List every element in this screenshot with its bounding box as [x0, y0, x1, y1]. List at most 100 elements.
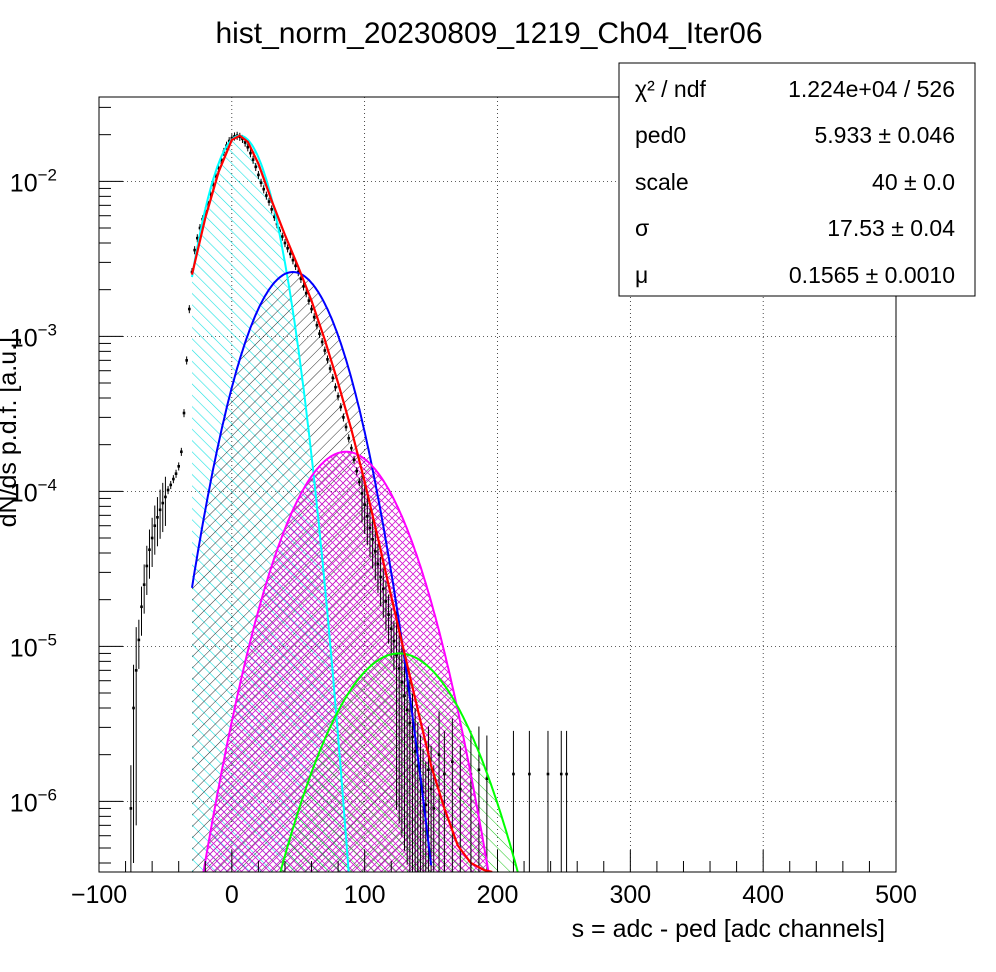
hist-marker [307, 299, 311, 302]
y-tick-label: 10−3 [10, 320, 57, 352]
hist-point [339, 403, 343, 412]
hist-point [389, 608, 393, 658]
hist-marker [360, 492, 364, 495]
hist-point [286, 244, 289, 253]
hist-point [459, 745, 462, 872]
hist-marker [331, 376, 335, 380]
hist-point [259, 178, 263, 187]
hist-point [384, 581, 388, 631]
hist-point [148, 529, 151, 579]
hist-point [254, 162, 258, 172]
hist-point [150, 517, 154, 567]
hist-point [182, 409, 186, 418]
hist-point [129, 765, 133, 872]
hist-point [291, 256, 295, 265]
hist-point [443, 730, 446, 872]
hist-point [265, 191, 268, 200]
hist-marker [172, 477, 175, 481]
hist-point [368, 507, 372, 557]
hist-marker [310, 307, 313, 311]
hist-marker [286, 246, 289, 250]
hist-marker [148, 548, 151, 552]
hist-point [172, 475, 175, 484]
hist-marker [427, 768, 430, 771]
hist-point [336, 392, 340, 401]
hist-point [251, 155, 255, 164]
hist-point [528, 730, 531, 872]
hist-marker [137, 638, 141, 642]
hist-marker [198, 226, 202, 230]
hist-marker [161, 501, 165, 505]
hist-point [360, 473, 364, 523]
hist-point [355, 467, 358, 476]
hist-point [180, 447, 183, 456]
hist-marker [347, 436, 351, 440]
x-tick-label: 0 [225, 881, 239, 909]
hist-point [302, 282, 305, 291]
hist-marker [188, 307, 191, 311]
hist-marker [326, 358, 329, 361]
hist-point [145, 545, 149, 595]
hist-point [166, 486, 170, 495]
hist-point [267, 197, 271, 206]
hist-point [283, 239, 287, 248]
x-tick-label: −100 [71, 881, 127, 909]
hist-point [334, 383, 337, 392]
hist-marker [323, 349, 327, 352]
hist-marker [387, 613, 390, 616]
hist-point [323, 346, 327, 355]
hist-marker [129, 807, 133, 810]
hist-marker [209, 192, 212, 196]
hist-marker [451, 760, 454, 764]
hist-marker [166, 488, 170, 492]
hist-marker [408, 721, 412, 725]
hist-marker [294, 264, 297, 268]
hist-point [185, 356, 188, 365]
hist-point [408, 679, 412, 872]
hist-marker [193, 248, 196, 252]
hist-marker [528, 772, 531, 776]
hist-point [262, 185, 266, 194]
hist-marker [283, 241, 287, 245]
hist-marker [185, 359, 188, 362]
hist-marker [262, 187, 266, 191]
hist-marker [350, 446, 353, 450]
y-tick-label: 10−2 [10, 165, 57, 197]
hist-point [559, 730, 563, 872]
stats-row-value: 40 ± 0.0 [872, 169, 955, 195]
x-axis-label: s = adc - ped [adc channels] [572, 915, 885, 943]
hist-marker [281, 235, 284, 238]
y-tick-label: 10−4 [10, 475, 57, 507]
hist-marker [195, 236, 199, 240]
hist-marker [334, 385, 337, 389]
hist-marker [156, 515, 159, 519]
hist-point [381, 568, 385, 618]
y-axis-ticks: 10−2 10−3 10−4 10−5 10−6 [10, 106, 123, 864]
hist-marker [153, 524, 157, 528]
hist-point [416, 722, 420, 872]
hist-marker [251, 158, 255, 161]
hist-point [350, 444, 353, 453]
hist-point [358, 477, 361, 487]
hist-marker [180, 450, 183, 454]
hist-marker [432, 807, 436, 810]
hist-marker [299, 277, 303, 281]
hist-point [331, 373, 335, 382]
hist-marker [177, 465, 180, 468]
hist-marker [395, 653, 398, 657]
hist-point [344, 423, 348, 432]
hist-marker [352, 458, 356, 461]
hist-marker [371, 538, 374, 541]
hist-point [512, 730, 515, 872]
hist-marker [379, 575, 382, 579]
stats-row-name: χ² / ndf [635, 76, 706, 102]
hist-point [188, 305, 191, 314]
hist-marker [291, 258, 295, 262]
y-tick-label: 10−5 [10, 630, 57, 662]
hist-marker [265, 194, 268, 197]
fit-curves [190, 134, 519, 872]
stats-row-value: 5.933 ± 0.046 [814, 122, 955, 148]
component-fills [192, 135, 530, 872]
y-tick-label: 10−6 [10, 785, 57, 817]
stats-row-name: ped0 [635, 122, 686, 148]
